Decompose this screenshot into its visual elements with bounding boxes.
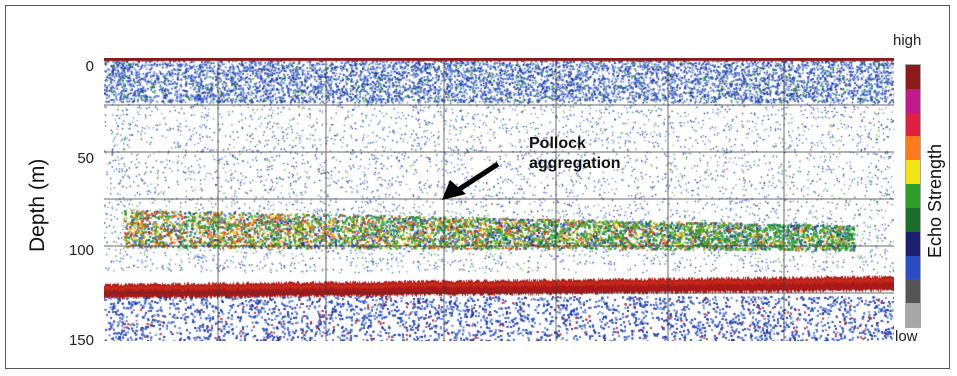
colorbar-segment xyxy=(906,136,920,161)
annotation-label: Pollock aggregation xyxy=(529,134,621,174)
colorbar-segment xyxy=(906,207,920,232)
colorbar xyxy=(905,64,921,328)
y-tick-150: 150 xyxy=(68,332,94,349)
colorbar-segment xyxy=(906,184,920,208)
colorbar-segment xyxy=(906,303,920,327)
echogram-plot xyxy=(104,58,894,341)
figure-frame: 0 50 100 150 Depth (m) Pollock aggregati… xyxy=(5,5,950,369)
annotation-line-2: aggregation xyxy=(529,155,621,172)
colorbar-title: Echo Strength xyxy=(925,143,945,258)
y-tick-50: 50 xyxy=(77,150,94,167)
colorbar-segment xyxy=(906,279,920,304)
colorbar-segment xyxy=(906,160,920,185)
annotation-arrow xyxy=(442,161,500,200)
colorbar-segment xyxy=(906,88,920,113)
y-tick-100: 100 xyxy=(68,242,94,259)
y-axis-title: Depth (m) xyxy=(26,158,49,252)
colorbar-high-label: high xyxy=(893,32,922,49)
colorbar-segment xyxy=(906,255,920,280)
colorbar-low-label: low xyxy=(895,328,918,345)
annotation-line-1: Pollock xyxy=(529,135,586,152)
colorbar-segment xyxy=(906,65,920,89)
y-tick-0: 0 xyxy=(85,58,94,75)
colorbar-segment xyxy=(906,231,920,256)
colorbar-segment xyxy=(906,112,920,137)
